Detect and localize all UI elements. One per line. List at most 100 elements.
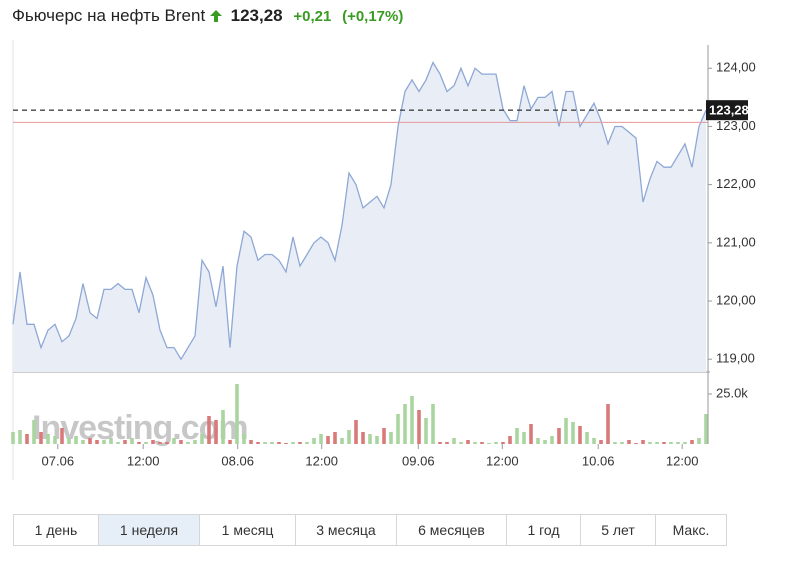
volume-bar <box>130 438 134 444</box>
volume-bar <box>410 396 414 444</box>
volume-bar <box>74 436 78 444</box>
volume-bar <box>242 434 246 444</box>
volume-bar <box>662 442 666 444</box>
volume-bar <box>95 440 99 444</box>
volume-bar <box>326 436 330 444</box>
range-button[interactable]: Макс. <box>672 522 710 538</box>
volume-bar <box>214 420 218 444</box>
volume-bar <box>585 432 589 444</box>
volume-bar <box>522 432 526 444</box>
volume-bar <box>186 442 190 444</box>
volume-bar <box>165 442 169 444</box>
range-button[interactable]: 1 месяц <box>200 515 296 545</box>
x-tick-label: 09.06 <box>402 453 435 468</box>
volume-bar <box>221 410 225 444</box>
volume-bar <box>683 442 687 444</box>
volume-bar <box>179 440 183 444</box>
volume-bar <box>480 442 484 444</box>
volume-bar <box>228 440 232 444</box>
range-button[interactable]: 5 лет <box>581 515 656 545</box>
x-tick-label: 12:00 <box>127 453 160 468</box>
volume-bar <box>333 432 337 444</box>
volume-bar <box>543 440 547 444</box>
volume-bar <box>39 432 43 444</box>
volume-bar <box>634 443 638 444</box>
x-tick-label: 12:00 <box>305 453 338 468</box>
range-button[interactable]: 1 год <box>507 515 581 545</box>
volume-bar <box>501 442 505 444</box>
volume-bar <box>319 434 323 444</box>
volume-bar <box>53 436 57 444</box>
volume-bar <box>305 442 309 444</box>
volume-bar <box>312 438 316 444</box>
volume-bar <box>452 438 456 444</box>
last-value-box <box>706 100 748 121</box>
volume-bar <box>263 442 267 444</box>
y-tick-label: 120,00 <box>716 292 756 307</box>
y-tick-label: 123,00 <box>716 118 756 133</box>
volume-bar <box>536 438 540 444</box>
volume-bar <box>571 422 575 444</box>
volume-bar <box>158 442 162 444</box>
volume-bar <box>403 404 407 444</box>
x-tick-label: 08.06 <box>221 453 254 468</box>
volume-bar <box>354 420 358 444</box>
volume-bar <box>508 436 512 444</box>
volume-bar <box>277 442 281 444</box>
volume-bar <box>627 440 631 444</box>
volume-bar <box>256 442 260 444</box>
volume-bar <box>375 436 379 444</box>
volume-bar <box>172 438 176 444</box>
volume-bar <box>46 434 50 444</box>
volume-bar <box>207 416 211 444</box>
y-tick-label: 119,00 <box>716 351 755 366</box>
volume-bar <box>655 442 659 444</box>
volume-bar <box>515 428 519 444</box>
volume-bar <box>137 442 141 444</box>
range-buttons: 1 день 1 неделя 1 месяц 3 месяца 6 месяцев 1 … <box>13 514 727 546</box>
volume-bar <box>620 442 624 444</box>
volume-bar <box>235 384 239 444</box>
volume-tick-label: 25.0k <box>716 385 748 400</box>
volume-bar <box>550 436 554 444</box>
volume-bar <box>25 434 29 444</box>
volume-bar <box>599 440 603 444</box>
volume-bar <box>438 442 442 444</box>
volume-bar <box>445 442 449 444</box>
volume-bar <box>200 434 204 444</box>
volume-bar <box>298 442 302 444</box>
volume-bar <box>494 442 498 444</box>
volume-bar <box>340 438 344 444</box>
header: Фьючерс на нефть Brent 123,28 +0,21 (+0,… <box>12 6 403 26</box>
y-tick-label: 122,00 <box>716 176 756 191</box>
volume-bar <box>648 442 652 444</box>
volume-bar <box>249 440 253 444</box>
price-area <box>13 62 706 372</box>
volume-bar <box>431 404 435 444</box>
range-button[interactable]: 1 неделя <box>99 515 200 545</box>
y-tick-label: 124,00 <box>716 60 756 75</box>
volume-bar <box>417 410 421 444</box>
range-button[interactable]: 1 день <box>14 515 99 545</box>
x-tick-label: 10.06 <box>582 453 615 468</box>
range-button[interactable]: 6 месяцев <box>397 515 507 545</box>
volume-bar <box>424 418 428 444</box>
volume-bar <box>669 442 673 444</box>
range-button[interactable]: 3 месяца <box>296 515 397 545</box>
price: 123,28 <box>230 6 283 25</box>
volume-bar <box>473 442 477 444</box>
volume-bar <box>368 434 372 444</box>
volume-bar <box>81 440 85 444</box>
x-tick-label: 12:00 <box>486 453 519 468</box>
volume-bar <box>60 428 64 444</box>
change-percent: (+0,17%) <box>342 8 404 25</box>
volume-bar <box>396 414 400 444</box>
volume-bar <box>347 430 351 444</box>
volume-bar <box>676 442 680 444</box>
change: +0,21 <box>293 8 332 25</box>
volume-bar <box>11 432 15 444</box>
volume-bar <box>123 440 127 444</box>
title: Фьючерс на нефть Brent <box>12 6 206 25</box>
volume-bar <box>704 414 708 444</box>
